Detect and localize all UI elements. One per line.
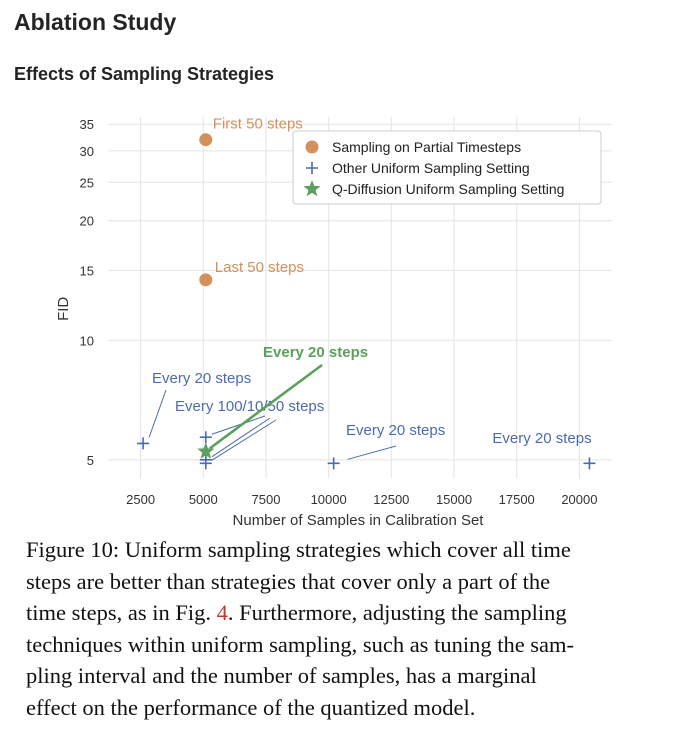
figure-reference-link[interactable]: 4 (216, 600, 228, 625)
caption-text: time steps, as in Fig. (26, 600, 217, 625)
x-tick-label: 20000 (561, 492, 597, 507)
data-point-plus (137, 437, 150, 450)
caption-text: effect on the performance of the quantiz… (26, 694, 476, 720)
y-tick-label: 20 (80, 214, 94, 229)
annotation-label: Every 20 steps (346, 422, 445, 439)
caption-line: Figure 10: Uniform sampling strategies w… (26, 534, 666, 566)
annotation-label: Every 20 steps (152, 370, 251, 387)
annotation-label: Every 20 steps (263, 344, 368, 361)
legend-marker-plus (306, 162, 318, 174)
data-point-plus (583, 457, 596, 470)
annotation-connector (211, 415, 266, 435)
annotation-connector (209, 363, 323, 450)
y-tick-label: 5 (87, 453, 94, 468)
data-point-plus (199, 431, 212, 444)
x-tick-label: 5000 (189, 492, 218, 507)
fid-scatter-chart: 2500 5000 7500 10000 12500 15000 17500 20000 5 10… (55, 116, 612, 529)
y-tick-label: 35 (80, 117, 94, 132)
annotation-connector (211, 417, 271, 458)
caption-text: Figure 10: Uniform sampling strategies w… (26, 537, 571, 562)
data-point-circle (199, 133, 213, 147)
legend-label: Sampling on Partial Timesteps (332, 139, 521, 155)
y-tick-label: 10 (80, 333, 94, 348)
annotation-label: Every 100/10/50 steps (175, 398, 324, 415)
y-tick-label: 30 (80, 144, 94, 159)
section-title: Ablation Study (14, 9, 177, 35)
caption-text: steps are better than strategies that co… (26, 568, 551, 594)
caption-text: pling interval and the number of samples… (26, 663, 537, 688)
caption-line: time steps, as in Fig. 4. Furthermore, a… (26, 597, 666, 629)
y-tick-label: 15 (80, 263, 94, 278)
annotation-label: Last 50 steps (215, 259, 304, 276)
caption-line: steps are better than strategies that co… (26, 566, 666, 598)
data-point-star (197, 442, 215, 459)
legend-marker-circle (305, 140, 319, 154)
chart-legend (292, 130, 602, 205)
x-tick-label: 7500 (252, 492, 281, 507)
legend-label: Q-Diffusion Uniform Sampling Setting (332, 181, 564, 197)
caption-line: pling interval and the number of samples… (26, 660, 666, 692)
x-tick-label: 2500 (126, 492, 155, 507)
subsection-title: Effects of Sampling Strategies (14, 64, 275, 84)
annotation-connector (211, 419, 277, 461)
y-tick-label: 25 (80, 175, 94, 190)
caption-text: techniques within uniform sampling, such… (26, 631, 575, 657)
annotation-label: First 50 steps (213, 116, 303, 133)
annotation-label: Every 20 steps (492, 430, 591, 447)
legend-marker-star (303, 180, 321, 197)
annotation-connector (347, 445, 397, 460)
x-tick-label: 10000 (311, 492, 347, 507)
caption-line: effect on the performance of the quantiz… (26, 692, 666, 724)
legend-label: Other Uniform Sampling Setting (332, 160, 530, 176)
data-point-circle (199, 273, 213, 287)
x-tick-label: 12500 (373, 492, 409, 507)
figure-caption: Figure 10: Uniform sampling strategies w… (26, 534, 666, 723)
y-axis-label: FID (55, 297, 72, 321)
x-tick-label: 15000 (436, 492, 472, 507)
x-axis-label: Number of Samples in Calibration Set (233, 512, 485, 529)
annotation-connector (148, 389, 167, 438)
data-point-plus (199, 457, 212, 470)
caption-line: techniques within uniform sampling, such… (26, 629, 666, 661)
data-point-plus (327, 457, 340, 470)
caption-text: . Furthermore, adjusting the sampling (227, 600, 567, 625)
x-tick-label: 17500 (499, 492, 535, 507)
